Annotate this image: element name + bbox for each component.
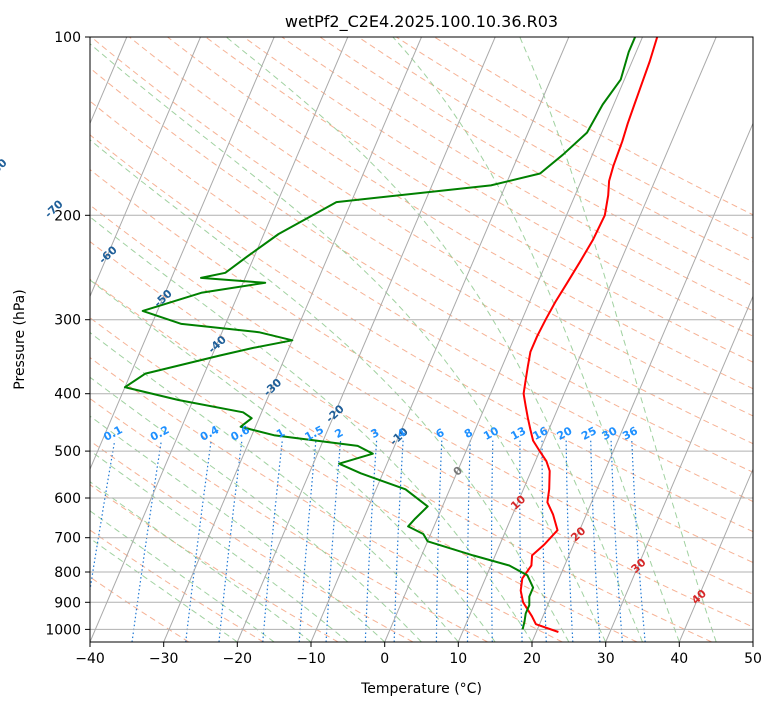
mixing-ratio-label: 36: [620, 424, 640, 443]
mixing-ratio-label: 25: [579, 424, 599, 443]
moist-adiabat: [519, 37, 717, 642]
dewpoint-profile: [123, 37, 637, 630]
dry-adiabat: [129, 37, 753, 417]
y-tick-label: 1000: [45, 622, 81, 638]
mixing-ratio-line: [590, 440, 601, 642]
dry-adiabat: [281, 37, 753, 312]
sounding-profiles: [123, 37, 659, 633]
mixing-ratio-line: [298, 440, 317, 642]
isotherm: [90, 37, 275, 471]
dry-adiabat: [90, 204, 753, 595]
mixing-ratio-label: 30: [600, 424, 620, 443]
mixing-ratio-line: [325, 440, 342, 642]
moist-adiabat: [392, 37, 680, 642]
x-tick-label: 30: [597, 651, 615, 667]
x-tick-label: −10: [296, 651, 326, 667]
mixing-ratio-line: [131, 440, 162, 642]
moist-adiabat: [90, 139, 570, 642]
y-axis-title: Pressure (hPa): [12, 289, 28, 389]
x-tick-label: 50: [744, 651, 762, 667]
moist-adiabat: [90, 481, 312, 642]
mixing-ratio-line: [610, 440, 623, 642]
temperature-profile: [519, 37, 659, 633]
mixing-ratio-line: [541, 440, 547, 642]
moist-adiabat: [90, 537, 238, 642]
mixing-ratio-line: [519, 440, 523, 642]
x-axis-title: Temperature (°C): [360, 681, 482, 697]
dry-adiabat: [243, 37, 753, 337]
mixing-ratio-line: [435, 440, 443, 642]
dry-adiabat: [90, 440, 414, 642]
y-tick-label: 500: [54, 444, 81, 460]
y-tick-label: 100: [54, 30, 81, 46]
x-tick-label: 0: [380, 651, 389, 667]
plot-frame: [89, 36, 754, 643]
x-axis: −40 −30 −20 −10 0 10 20 30 40 50: [75, 642, 762, 667]
moist-adiabat: [90, 43, 607, 642]
mixing-ratio-label: 20: [555, 424, 575, 443]
mixing-ratio-line: [262, 440, 283, 642]
x-tick-label: 40: [670, 651, 688, 667]
moist-adiabat: [90, 331, 459, 642]
mixing-ratio-line: [565, 440, 574, 642]
mixing-ratio-label: 16: [531, 424, 551, 443]
x-tick-label: −20: [223, 651, 253, 667]
dry-adiabat: [90, 67, 753, 473]
pressure-gridlines: [90, 37, 753, 630]
x-tick-label: −40: [75, 651, 105, 667]
isotherm: [678, 467, 753, 642]
moist-adiabat: [90, 415, 386, 642]
mixing-ratio-line: [364, 440, 378, 642]
dry-adiabat: [90, 37, 753, 445]
mixing-ratio-line: [466, 440, 471, 642]
y-tick-label: 400: [54, 387, 81, 403]
x-tick-label: 20: [523, 651, 541, 667]
isotherm: [457, 37, 717, 642]
dry-adiabat: [90, 168, 753, 564]
moist-adiabat: [90, 279, 496, 642]
isotherm: [90, 37, 349, 642]
y-tick-label: 200: [54, 208, 81, 224]
y-axis: 100 200 300 400 500 600 700 800 900 1000: [45, 30, 90, 638]
x-tick-label: −30: [149, 651, 179, 667]
mixing-ratio-line: [185, 440, 212, 642]
dry-adiabat: [90, 356, 563, 642]
isotherm: [90, 37, 201, 298]
dry-adiabat: [167, 37, 753, 390]
mixing-ratio-line: [631, 440, 646, 642]
mixing-ratio-label: 10: [481, 424, 501, 443]
dry-adiabat: [90, 240, 753, 628]
mixing-ratio-label: 13: [509, 424, 529, 443]
dry-adiabat: [90, 134, 753, 533]
dry-adiabat: [90, 317, 638, 642]
chart-title: wetPf2_C2E4.2025.100.10.36.R03: [285, 12, 558, 32]
y-tick-label: 600: [54, 491, 81, 507]
y-tick-label: 900: [54, 595, 81, 611]
isotherm: [236, 37, 496, 642]
moist-adiabat: [90, 510, 275, 642]
isotherm: [605, 295, 753, 642]
mixing-ratio-line: [490, 440, 494, 642]
moist-adiabats: [90, 37, 717, 642]
isotherm-label: -80: [0, 156, 10, 179]
isotherm: [310, 37, 570, 642]
x-tick-label: 10: [449, 651, 467, 667]
moist-adiabat: [225, 37, 643, 642]
dry-adiabat: [205, 37, 753, 363]
mixing-ratio-line: [90, 440, 116, 594]
y-tick-label: 700: [54, 531, 81, 547]
moist-adiabat: [90, 216, 533, 642]
mixing-ratio-line: [218, 440, 243, 642]
y-tick-label: 300: [54, 313, 81, 329]
isotherm: [531, 122, 753, 642]
y-tick-label: 800: [54, 565, 81, 581]
